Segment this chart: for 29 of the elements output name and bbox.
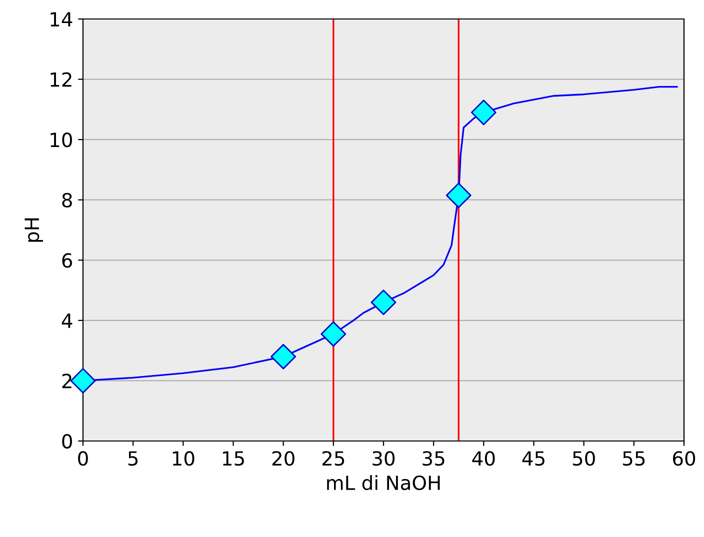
point bbox=[470, 100, 496, 126]
x-tick-label: 5 bbox=[128, 451, 138, 466]
point bbox=[270, 344, 296, 370]
point bbox=[446, 182, 472, 208]
x-tick-label: 40 bbox=[472, 451, 495, 466]
x-tick-label: 25 bbox=[322, 451, 344, 466]
x-tick-label: 0 bbox=[78, 451, 88, 466]
point bbox=[320, 321, 346, 347]
y-tick-label: 14 bbox=[50, 12, 72, 26]
y-tick-label: 12 bbox=[50, 72, 72, 87]
x-tick-label: 30 bbox=[372, 451, 395, 466]
x-axis-title: mL di NaOH bbox=[327, 475, 440, 490]
y-axis-title: pH bbox=[24, 218, 43, 242]
point bbox=[70, 368, 96, 394]
point bbox=[370, 290, 396, 316]
x-tick-label: 15 bbox=[223, 451, 244, 466]
x-tick-label: 35 bbox=[422, 451, 444, 466]
x-tick-label: 60 bbox=[672, 451, 696, 466]
x-tick-label: 45 bbox=[522, 451, 544, 466]
x-tick-label: 55 bbox=[623, 451, 645, 466]
y-tick-label: 10 bbox=[50, 132, 72, 148]
y-tick-label: 0 bbox=[62, 434, 72, 449]
y-tick-label: 8 bbox=[62, 192, 72, 208]
y-tick-label: 4 bbox=[62, 314, 72, 328]
x-tick-label: 50 bbox=[572, 451, 595, 466]
y-tick-label: 2 bbox=[62, 374, 72, 388]
x-tick-label: 20 bbox=[272, 451, 294, 466]
y-tick-label: 6 bbox=[62, 253, 72, 268]
x-tick-label: 10 bbox=[172, 451, 194, 466]
